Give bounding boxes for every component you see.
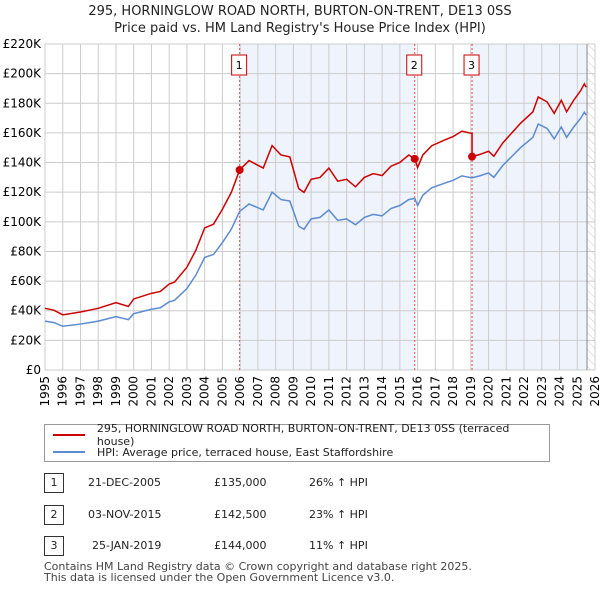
sale-hpi: 26% ↑ HPI xyxy=(309,476,368,489)
x-tick-label: 2010 xyxy=(304,376,318,407)
x-tick-label: 2026 xyxy=(588,376,600,407)
x-tick-label: 1997 xyxy=(73,376,87,407)
footer-licence: This data is licensed under the Open Gov… xyxy=(44,571,395,584)
x-tick-label: 2024 xyxy=(553,376,567,407)
sale-number: 2 xyxy=(44,505,64,525)
x-tick-label: 2002 xyxy=(162,376,176,407)
legend-item-hpi: HPI: Average price, terraced house, East… xyxy=(53,444,393,460)
x-tick-label: 2025 xyxy=(570,376,584,407)
y-tick-label: £20K xyxy=(10,333,42,347)
x-tick-label: 2006 xyxy=(233,376,247,407)
chart-subtitle: Price paid vs. HM Land Registry's House … xyxy=(114,21,486,36)
x-tick-label: 2015 xyxy=(393,376,407,407)
y-tick-label: £220K xyxy=(3,37,43,51)
sale-point xyxy=(468,152,477,161)
x-tick-label: 2013 xyxy=(357,376,371,407)
sale-number: 3 xyxy=(44,536,64,556)
x-tick-label: 2009 xyxy=(286,376,300,407)
x-tick-label: 2021 xyxy=(499,376,513,407)
table-row: 1 21-DEC-2005 £135,000 26% ↑ HPI xyxy=(44,473,544,493)
future-hatch xyxy=(587,44,595,370)
sale-price: £144,000 xyxy=(214,539,267,552)
y-tick-label: £80K xyxy=(10,244,42,258)
table-row: 2 03-NOV-2015 £142,500 23% ↑ HPI xyxy=(44,505,544,525)
sale-number: 1 xyxy=(44,473,64,493)
x-tick-label: 1998 xyxy=(91,376,105,407)
table-row: 3 25-JAN-2019 £144,000 11% ↑ HPI xyxy=(44,536,544,556)
x-tick-label: 2011 xyxy=(322,376,336,407)
x-tick-label: 2017 xyxy=(428,376,442,407)
y-tick-label: £160K xyxy=(3,126,43,140)
x-tick-label: 1999 xyxy=(109,376,123,407)
y-tick-label: £200K xyxy=(3,67,43,81)
price-chart: 1995 1996 1997 1998 1999 2000 2001 2002 2003 2004… xyxy=(3,37,600,407)
x-tick-label: 2008 xyxy=(269,376,283,407)
property-price-line xyxy=(44,82,587,316)
sale-marker-box xyxy=(231,54,248,76)
x-tick-label: 2018 xyxy=(446,376,460,407)
y-tick-label: £140K xyxy=(3,156,43,170)
x-tick-label: 2001 xyxy=(144,376,158,407)
legend: 295, HORNINGLOW ROAD NORTH, BURTON-ON-TR… xyxy=(44,422,550,462)
footer-copyright: Contains HM Land Registry data © Crown c… xyxy=(44,560,472,573)
sale-price: £142,500 xyxy=(214,508,267,521)
sale-point xyxy=(410,154,419,163)
sale-point xyxy=(235,165,244,174)
sale-marker-box xyxy=(463,54,480,76)
sale-marker-label: 2 xyxy=(411,59,418,72)
x-tick-label: 2022 xyxy=(517,376,531,407)
chart-title: 295, HORNINGLOW ROAD NORTH, BURTON-ON-TR… xyxy=(88,4,512,19)
x-tick-label: 2023 xyxy=(535,376,549,407)
x-tick-label: 2019 xyxy=(464,376,478,407)
sale-hpi: 11% ↑ HPI xyxy=(309,539,368,552)
hpi-line xyxy=(44,110,587,328)
y-tick-label: £60K xyxy=(10,274,42,288)
legend-label: 295, HORNINGLOW ROAD NORTH, BURTON-ON-TR… xyxy=(96,422,510,448)
x-tick-label: 2020 xyxy=(482,376,496,407)
sale-date: 21-DEC-2005 xyxy=(88,476,162,489)
y-tick-label: £100K xyxy=(3,215,43,229)
shade-region xyxy=(472,44,588,370)
x-tick-label: 2016 xyxy=(411,376,425,407)
y-tick-label: £120K xyxy=(3,185,43,199)
x-tick-label: 2012 xyxy=(340,376,354,407)
sale-price: £135,000 xyxy=(214,476,267,489)
x-tick-label: 2005 xyxy=(215,376,229,407)
y-tick-label: £40K xyxy=(10,304,42,318)
sale-marker-label: 3 xyxy=(468,59,475,72)
sale-date: 03-NOV-2015 xyxy=(88,508,162,521)
x-tick-label: 1995 xyxy=(38,376,52,407)
x-tick-label: 2000 xyxy=(127,376,141,407)
legend-label: HPI: Average price, terraced house, East… xyxy=(97,445,394,459)
sale-date: 25-JAN-2019 xyxy=(92,539,162,552)
shade-region xyxy=(239,44,415,370)
x-tick-label: 2014 xyxy=(375,376,389,407)
x-tick-label: 1996 xyxy=(56,376,70,407)
x-tick-label: 2003 xyxy=(180,376,194,407)
y-tick-label: £0 xyxy=(26,363,41,377)
sale-marker-box xyxy=(406,54,423,76)
sale-hpi: 23% ↑ HPI xyxy=(309,508,368,521)
x-tick-label: 2004 xyxy=(198,376,212,407)
y-tick-label: £180K xyxy=(3,96,43,110)
legend-item-property: 295, HORNINGLOW ROAD NORTH, BURTON-ON-TR… xyxy=(53,422,549,448)
x-tick-label: 2007 xyxy=(251,376,265,407)
sale-marker-label: 1 xyxy=(236,59,243,72)
